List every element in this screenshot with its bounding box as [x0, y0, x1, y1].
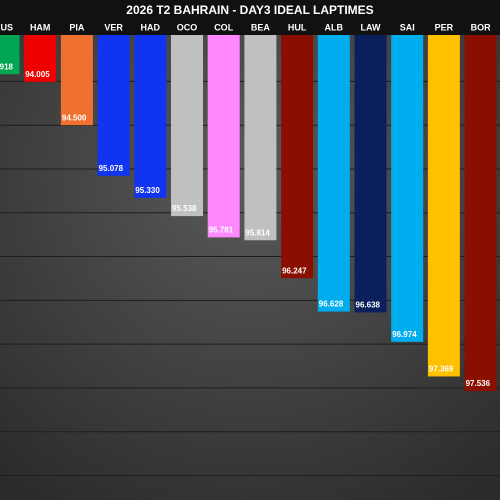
x-tick-label: HAD — [141, 22, 161, 32]
x-tick-label: OCO — [177, 22, 198, 32]
value-label: 97.536 — [466, 379, 491, 388]
value-label: 96.638 — [356, 301, 381, 310]
x-tick-label: SAI — [400, 22, 415, 32]
bar — [134, 35, 167, 198]
bar — [354, 35, 387, 313]
x-tick-label: BEA — [251, 22, 271, 32]
bar — [427, 35, 460, 377]
bar — [391, 35, 424, 342]
x-tick-label: BOR — [471, 22, 492, 32]
value-label: 95.538 — [172, 204, 197, 213]
bar — [60, 35, 93, 126]
x-tick-label: HUL — [288, 22, 307, 32]
x-tick-label: PER — [435, 22, 454, 32]
value-label: 96.247 — [282, 266, 307, 275]
bar — [24, 35, 57, 82]
value-label: 95.078 — [99, 164, 124, 173]
value-label: 93.918 — [0, 62, 14, 71]
x-tick-label: PIA — [69, 22, 85, 32]
bar — [171, 35, 203, 217]
value-label: 95.330 — [135, 186, 160, 195]
bar — [244, 35, 277, 241]
x-tick-label: ALB — [325, 22, 344, 32]
bar — [317, 35, 350, 312]
x-tick-label: VER — [104, 22, 123, 32]
x-tick-label: LAW — [361, 22, 382, 32]
bar — [97, 35, 130, 176]
value-label: 94.500 — [62, 113, 87, 122]
bar — [0, 35, 20, 75]
chart-title: 2026 T2 BAHRAIN - DAY3 IDEAL LAPTIMES — [126, 3, 373, 17]
x-tick-label: COL — [214, 22, 234, 32]
value-label: 96.628 — [319, 300, 344, 309]
value-label: 95.781 — [209, 225, 234, 234]
bar — [281, 35, 314, 279]
x-tick-label: HAM — [30, 22, 51, 32]
bar — [464, 35, 497, 392]
x-tick-label: RUS — [0, 22, 13, 32]
bar — [207, 35, 240, 238]
value-label: 95.814 — [245, 228, 270, 237]
header-band — [0, 0, 500, 35]
value-label: 96.974 — [392, 330, 417, 339]
value-label: 94.005 — [25, 70, 50, 79]
value-label: 97.369 — [429, 365, 454, 374]
